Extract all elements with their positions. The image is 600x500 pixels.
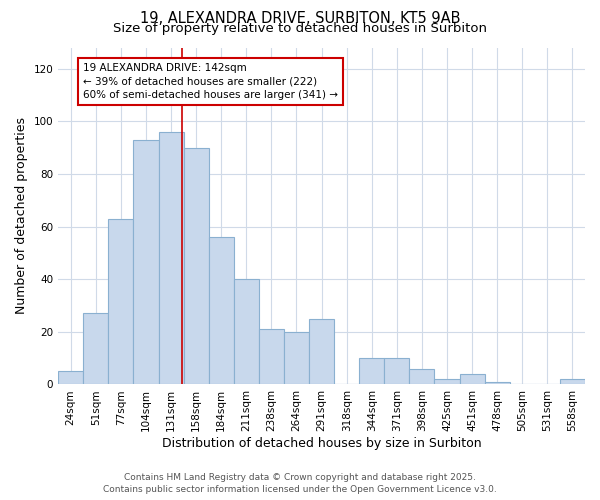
Text: 19 ALEXANDRA DRIVE: 142sqm
← 39% of detached houses are smaller (222)
60% of sem: 19 ALEXANDRA DRIVE: 142sqm ← 39% of deta… [83, 64, 338, 100]
Bar [58, 372, 83, 384]
Bar [560, 379, 585, 384]
Bar [434, 379, 460, 384]
Bar [133, 140, 158, 384]
Bar [385, 358, 409, 384]
Text: Size of property relative to detached houses in Surbiton: Size of property relative to detached ho… [113, 22, 487, 35]
Bar [409, 368, 434, 384]
Bar [234, 279, 259, 384]
Bar [309, 318, 334, 384]
Bar [460, 374, 485, 384]
X-axis label: Distribution of detached houses by size in Surbiton: Distribution of detached houses by size … [162, 437, 481, 450]
Bar [209, 237, 234, 384]
Bar [359, 358, 385, 384]
Bar [284, 332, 309, 384]
Bar [259, 329, 284, 384]
Text: 19, ALEXANDRA DRIVE, SURBITON, KT5 9AB: 19, ALEXANDRA DRIVE, SURBITON, KT5 9AB [140, 11, 460, 26]
Bar [158, 132, 184, 384]
Bar [109, 218, 133, 384]
Y-axis label: Number of detached properties: Number of detached properties [15, 118, 28, 314]
Text: Contains HM Land Registry data © Crown copyright and database right 2025.
Contai: Contains HM Land Registry data © Crown c… [103, 472, 497, 494]
Bar [485, 382, 510, 384]
Bar [184, 148, 209, 384]
Bar [83, 314, 109, 384]
